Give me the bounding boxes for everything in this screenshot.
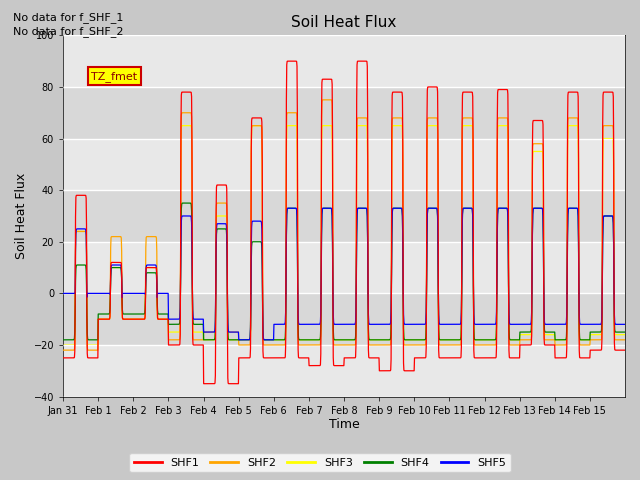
Text: No data for f_SHF_1: No data for f_SHF_1 [13, 12, 123, 23]
Text: TZ_fmet: TZ_fmet [91, 71, 138, 82]
X-axis label: Time: Time [329, 419, 360, 432]
Bar [63, 36, 625, 87]
Legend: SHF1, SHF2, SHF3, SHF4, SHF5: SHF1, SHF2, SHF3, SHF4, SHF5 [129, 453, 511, 472]
Bar [63, 242, 625, 293]
Y-axis label: Soil Heat Flux: Soil Heat Flux [15, 173, 28, 259]
Text: No data for f_SHF_2: No data for f_SHF_2 [13, 26, 124, 37]
Bar [63, 139, 625, 190]
Title: Soil Heat Flux: Soil Heat Flux [291, 15, 397, 30]
Bar [63, 345, 625, 396]
